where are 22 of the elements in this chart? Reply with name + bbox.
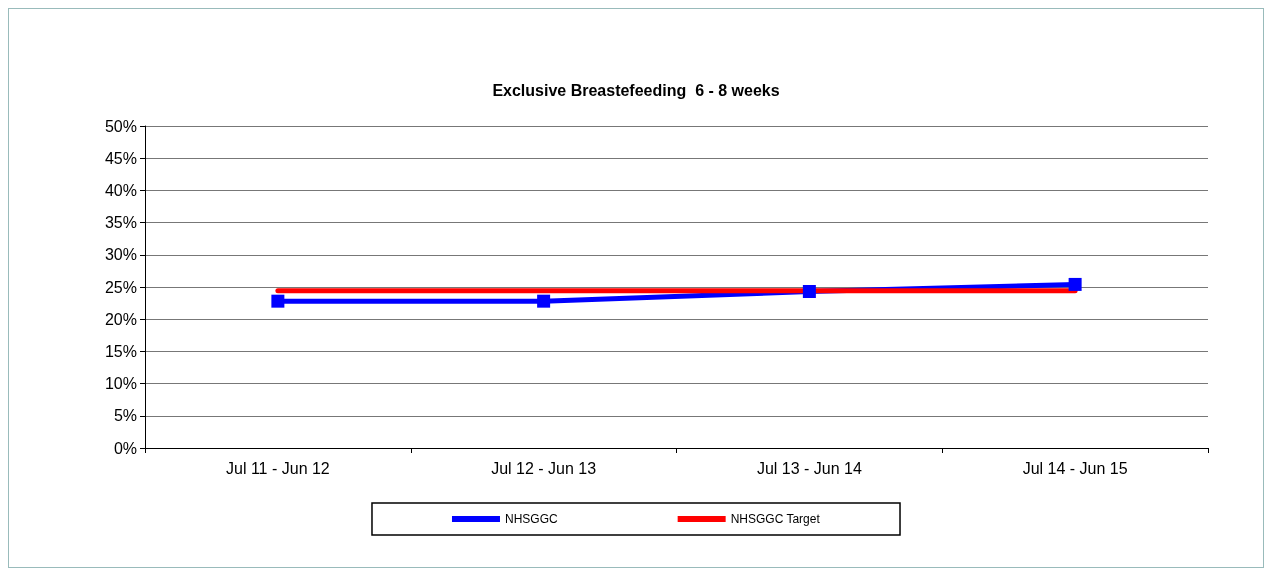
y-tick-label: 0% [113,439,137,457]
x-tick-label: Jul 12 - Jun 13 [491,459,597,477]
y-tick-label: 15% [104,342,137,360]
y-tick-label: 50% [104,117,137,135]
legend-label: NHSGGC [504,512,558,526]
chart-title: Exclusive Breastefeeding 6 - 8 weeks [492,81,780,99]
x-tick-label: Jul 11 - Jun 12 [225,459,330,477]
y-tick-label: 40% [104,181,137,199]
point [271,294,285,308]
point [1068,277,1082,291]
y-tick-label: 35% [104,214,137,232]
x-tick-label: Jul 13 - Jun 14 [756,459,862,477]
y-tick-label: 20% [104,310,137,328]
point [802,285,816,299]
legend-label: NHSGGC Target [730,512,821,526]
y-tick-label: 30% [104,246,137,264]
y-tick-label: 25% [104,278,137,296]
y-tick-label: 45% [104,149,137,167]
y-tick-label: 5% [113,407,137,425]
point [537,294,551,308]
x-tick-label: Jul 14 - Jun 15 [1022,459,1128,477]
y-tick-label: 10% [104,375,137,393]
